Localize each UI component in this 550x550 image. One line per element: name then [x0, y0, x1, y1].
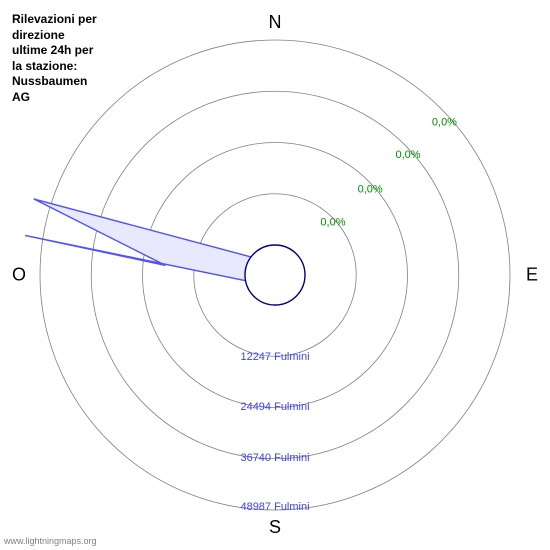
percent-label: 0,0% — [395, 149, 420, 161]
percent-label: 0,0% — [432, 116, 457, 128]
center-circle — [245, 245, 305, 305]
count-label: 48987 Fulmini — [240, 501, 309, 513]
count-label: 36740 Fulmini — [240, 452, 309, 464]
count-label: 12247 Fulmini — [240, 351, 309, 363]
cardinal-e: E — [526, 265, 538, 286]
percent-label: 0,0% — [358, 183, 383, 195]
footer-credit: www.lightningmaps.org — [4, 536, 97, 546]
chart-title: Rilevazioni per direzione ultime 24h per… — [12, 12, 97, 106]
polar-chart-container: { "title_lines": ["Rilevazioni per", "di… — [0, 0, 550, 550]
direction-spike — [25, 199, 251, 281]
count-label: 24494 Fulmini — [240, 401, 309, 413]
cardinal-w: O — [12, 265, 26, 286]
cardinal-s: S — [269, 517, 281, 538]
title-text: Rilevazioni per direzione ultime 24h per… — [12, 12, 97, 104]
cardinal-n: N — [269, 12, 282, 33]
percent-label: 0,0% — [320, 217, 345, 229]
